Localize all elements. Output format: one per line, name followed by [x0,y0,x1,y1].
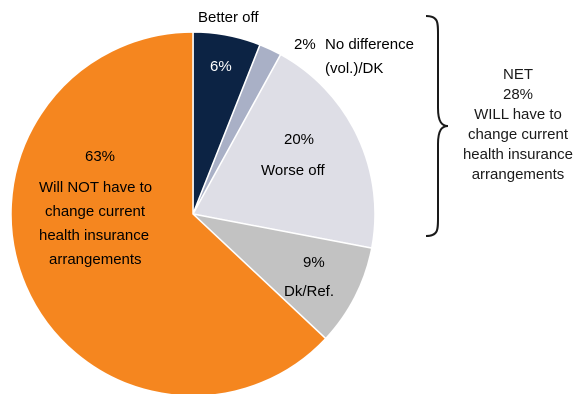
net-brace [425,15,449,237]
net-line-4: change current [468,126,569,143]
slice-label-dk-ref: Dk/Ref. [284,283,334,300]
slice-value-will-not: 63% [85,148,115,165]
slice-label-will-not-line4: arrangements [49,251,142,268]
slice-value-no-difference: 2% [294,36,316,53]
slice-label-better-off: Better off [198,9,259,26]
net-line-6: arrangements [472,166,565,183]
slice-label-will-not-line2: change current [45,203,146,220]
pie-slices [10,31,376,397]
slice-label-no-difference-line1: No difference [325,36,414,53]
net-line-2: 28% [503,86,533,103]
pie-slice-dk-ref [190,212,373,340]
pie-slice-will-not [10,31,327,397]
slice-label-will-not-line3: health insurance [39,227,149,244]
net-line-5: health insurance [463,146,573,163]
net-line-1: NET [503,66,533,83]
slice-value-worse-off: 20% [284,131,314,148]
slice-label-no-difference-line2: (vol.)/DK [325,60,383,77]
slice-label-will-not-line1: Will NOT have to [39,179,152,196]
net-line-3: WILL have to [474,106,562,123]
slice-value-better-off: 6% [210,58,232,75]
slice-value-dk-ref: 9% [303,254,325,271]
pie-slice-worse-off [191,53,376,249]
slice-label-worse-off: Worse off [261,162,325,179]
